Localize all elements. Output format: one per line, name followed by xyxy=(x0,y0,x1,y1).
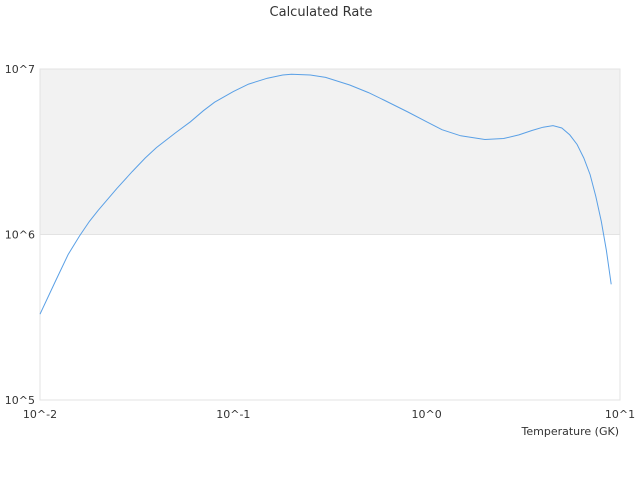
chart-title: Calculated Rate xyxy=(270,5,373,20)
tick-labels: 10^-2 10^-1 10^0 10^1 10^5 10^6 10^7 xyxy=(5,63,635,421)
series-line xyxy=(39,73,612,315)
y-tick-label: 10^7 xyxy=(5,63,35,76)
x-tick-label: 10^-1 xyxy=(216,408,250,421)
y-tick-label: 10^6 xyxy=(5,229,35,242)
x-axis-label: Temperature (GK) xyxy=(521,425,620,438)
x-tick-label: 10^1 xyxy=(605,408,635,421)
y-tick-label: 10^5 xyxy=(5,394,35,407)
x-tick-label: 10^0 xyxy=(412,408,442,421)
shaded-band xyxy=(40,69,620,235)
x-tick-label: 10^-2 xyxy=(23,408,57,421)
